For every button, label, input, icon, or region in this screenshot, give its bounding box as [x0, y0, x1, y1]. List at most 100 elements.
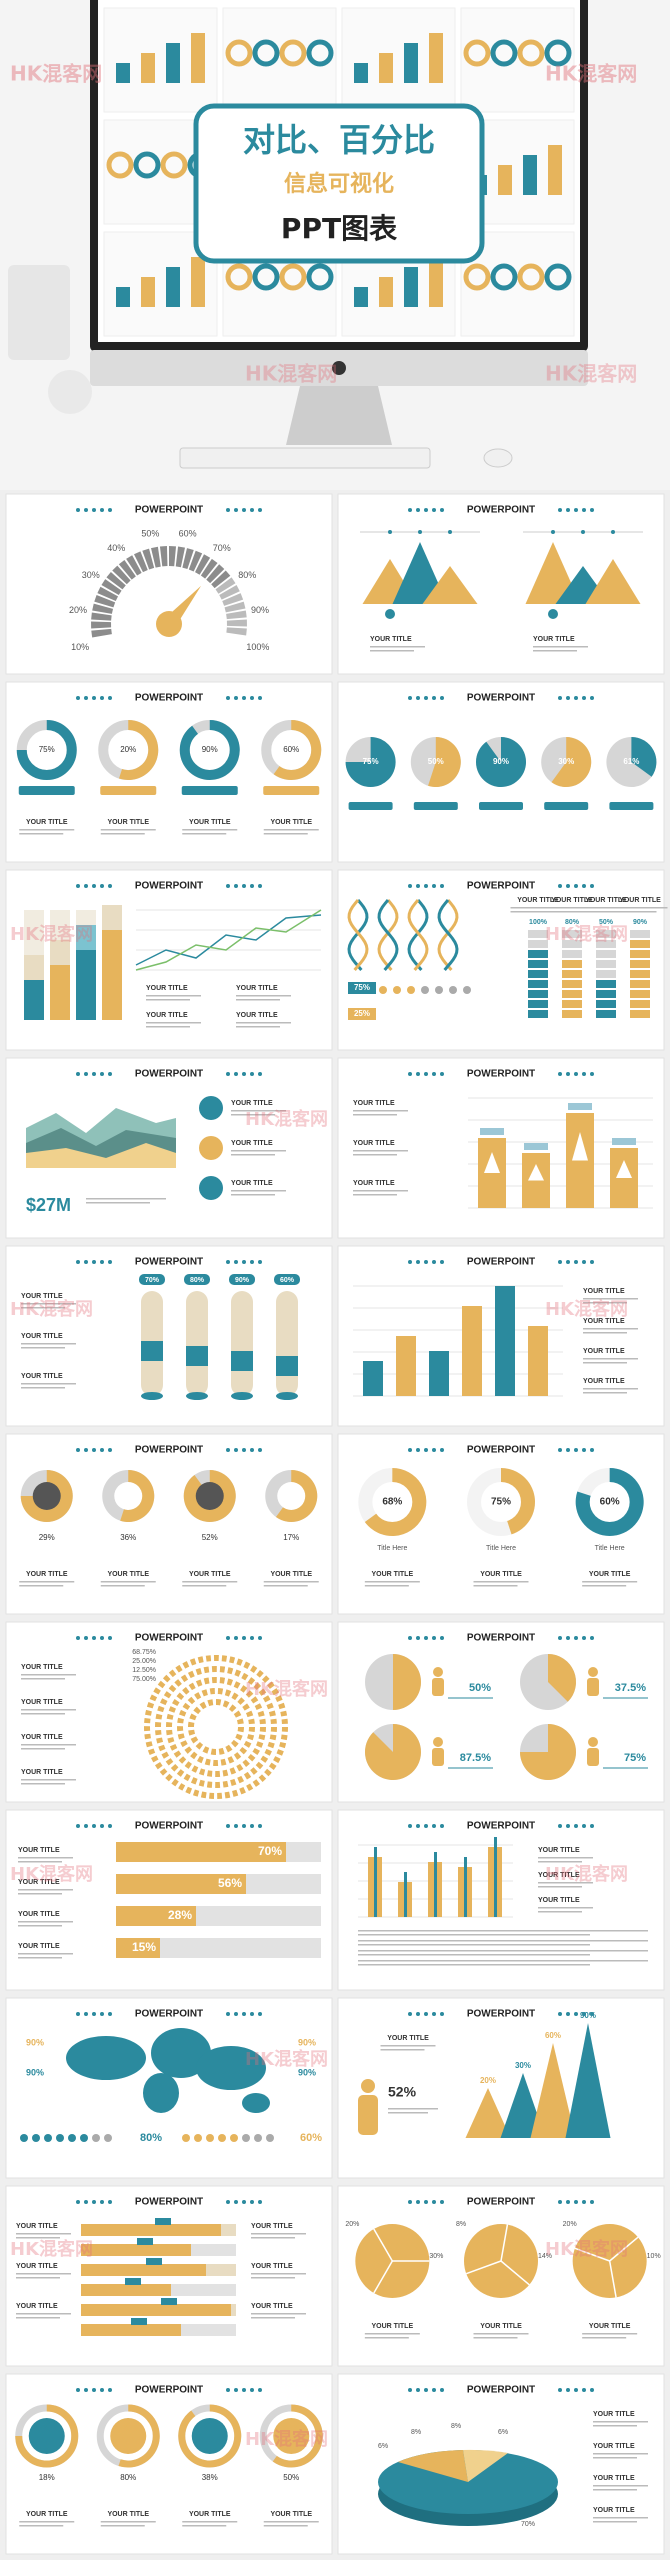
thumb-donut — [306, 39, 334, 67]
dot — [234, 884, 238, 888]
dot — [424, 884, 428, 888]
dot — [226, 2388, 230, 2392]
pill — [544, 802, 589, 810]
block — [596, 1000, 616, 1008]
text-line — [16, 2277, 60, 2279]
ring-dash — [273, 1756, 281, 1764]
thumb-donut — [279, 263, 307, 291]
watermark: HK混客网 — [245, 1678, 328, 1700]
dot — [100, 508, 104, 512]
text-line — [353, 1150, 408, 1152]
watermark: HK混客网 — [245, 362, 337, 386]
ring-dash — [222, 1769, 229, 1777]
person — [254, 2134, 262, 2142]
block — [596, 960, 616, 968]
slide-heading: POWERPOINT — [135, 505, 203, 516]
dot — [424, 1260, 428, 1264]
label: 8% — [411, 2429, 421, 2436]
text-line — [593, 2453, 648, 2455]
text-line — [18, 1957, 62, 1959]
slide-title: YOUR TITLE — [16, 2223, 58, 2230]
slide-title: YOUR TITLE — [480, 1571, 522, 1578]
dot — [424, 1448, 428, 1452]
dot — [566, 2012, 570, 2016]
text-line — [100, 1581, 156, 1583]
text-line — [473, 1585, 518, 1587]
dot — [250, 1072, 254, 1076]
text-line — [19, 1581, 75, 1583]
ring-dash — [257, 1710, 265, 1717]
label: 100% — [529, 919, 548, 926]
slide-title: YOUR TITLE — [189, 819, 231, 826]
icon — [273, 2418, 310, 2454]
dot — [582, 1072, 586, 1076]
slide-title: YOUR TITLE — [251, 2263, 293, 2270]
pie-slice — [428, 737, 461, 787]
ring-dash — [192, 1789, 200, 1797]
text-line — [18, 1861, 62, 1863]
icon — [191, 2418, 228, 2454]
ring-dash — [184, 1761, 192, 1769]
pie-divider — [609, 2236, 639, 2262]
text-line — [21, 1709, 76, 1711]
text-line — [583, 1358, 638, 1360]
text-line — [544, 907, 600, 909]
helix — [347, 899, 369, 971]
text-line — [380, 2045, 436, 2047]
text-line — [263, 2525, 308, 2527]
ring-dash — [258, 1688, 267, 1696]
helix — [377, 899, 399, 971]
text-line — [251, 2273, 306, 2275]
dot — [100, 2388, 104, 2392]
text-line — [353, 1194, 397, 1196]
text-line — [263, 2521, 319, 2523]
dot — [242, 1636, 246, 1640]
dot — [234, 2388, 238, 2392]
person — [449, 986, 457, 994]
label: 50% — [599, 919, 614, 926]
dot — [558, 1072, 562, 1076]
helix — [437, 899, 459, 971]
person-body — [587, 1748, 599, 1766]
dot — [408, 1072, 412, 1076]
triangle — [565, 2023, 611, 2138]
bar — [81, 2264, 206, 2276]
ring-dash — [189, 1713, 197, 1721]
ring-dash — [250, 1665, 258, 1673]
ring-dash — [227, 1667, 234, 1675]
dot — [558, 1824, 562, 1828]
pie-slice — [520, 1724, 576, 1780]
ring-dash — [231, 1692, 239, 1701]
text-line — [21, 1713, 65, 1715]
ring-dash — [237, 1697, 245, 1705]
donut-arc — [179, 720, 240, 780]
arrow — [484, 1152, 500, 1173]
ring-dash — [165, 1773, 173, 1782]
dot — [574, 696, 578, 700]
bar — [81, 2224, 221, 2236]
cylinder-base — [141, 1392, 163, 1400]
block — [562, 960, 582, 968]
ring-dash — [236, 1763, 244, 1772]
block — [528, 960, 548, 968]
dot — [574, 2388, 578, 2392]
text-line — [18, 1921, 73, 1923]
dot — [416, 1260, 420, 1264]
dot — [226, 508, 230, 512]
triangle — [585, 559, 641, 604]
text-line — [358, 1934, 590, 1936]
text-line — [364, 2337, 409, 2339]
text-line — [538, 1861, 582, 1863]
dot — [258, 508, 262, 512]
label: 36% — [120, 1533, 136, 1542]
dot — [76, 1448, 80, 1452]
ring-dash — [198, 1779, 205, 1787]
flag — [161, 2298, 177, 2305]
person — [230, 2134, 238, 2142]
ring-dash — [256, 1669, 264, 1678]
ring-dash — [247, 1677, 256, 1685]
thumb-donut — [517, 39, 545, 67]
text-line — [19, 1585, 64, 1587]
gauge-segment — [195, 554, 211, 575]
text-line — [358, 1964, 590, 1966]
